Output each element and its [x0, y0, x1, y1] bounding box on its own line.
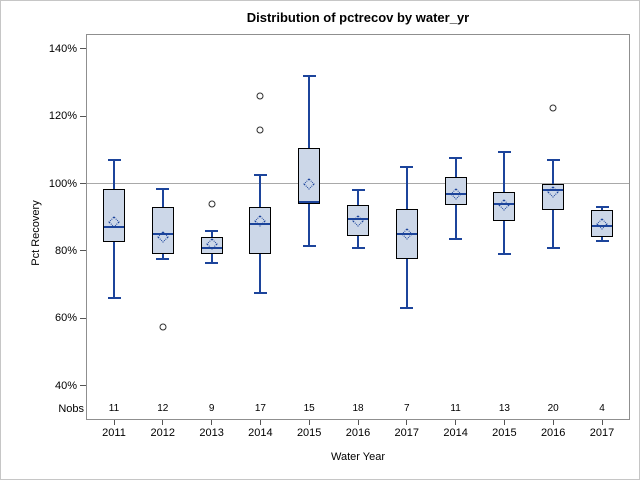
x-tick-label: 2013: [199, 427, 224, 439]
median-line: [445, 192, 466, 195]
whisker-cap-bottom: [253, 292, 267, 295]
x-tick-mark: [455, 420, 457, 425]
y-tick-mark: [80, 385, 86, 387]
median-line: [543, 189, 564, 192]
box-iqr: [249, 207, 272, 255]
whisker-cap-top: [546, 158, 560, 161]
x-tick-mark: [406, 420, 408, 425]
median-line: [396, 233, 417, 236]
box-iqr: [444, 176, 467, 206]
median-line: [201, 246, 222, 249]
y-tick-mark: [80, 250, 86, 252]
y-tick-mark: [80, 317, 86, 319]
outlier-point: [208, 200, 216, 208]
whisker-cap-top: [595, 206, 609, 209]
x-axis-label: Water Year: [330, 451, 385, 463]
x-tick-label: 2017: [589, 427, 615, 439]
outlier-point: [159, 323, 167, 331]
whisker-cap-top: [156, 187, 170, 190]
x-tick-mark: [211, 420, 213, 425]
box-iqr: [493, 191, 516, 221]
x-tick-label: 2014: [248, 427, 273, 439]
box-iqr: [347, 205, 369, 236]
box-iqr: [200, 237, 223, 255]
x-tick-label: 2015: [296, 427, 322, 439]
nobs-value: 4: [599, 403, 605, 414]
whisker-cap-bottom: [497, 253, 511, 256]
whisker-cap-top: [205, 229, 219, 232]
whisker-cap-top: [497, 150, 511, 153]
x-tick-mark: [308, 420, 310, 425]
whisker-cap-bottom: [595, 239, 609, 242]
box-iqr: [151, 207, 174, 255]
nobs-value: 7: [404, 403, 410, 414]
whisker-cap-bottom: [400, 307, 414, 310]
median-line: [494, 202, 515, 205]
median-line: [104, 226, 124, 229]
median-line: [592, 224, 612, 227]
y-tick-label: 60%: [54, 312, 77, 325]
x-tick-mark: [601, 420, 603, 425]
chart-title: Distribution of pctrecov by water_yr: [246, 10, 470, 25]
whisker-cap-top: [302, 74, 316, 77]
median-line: [299, 201, 320, 204]
y-axis-label: Pct Recovery: [30, 200, 42, 266]
median-line: [250, 222, 271, 225]
y-tick-label: 40%: [54, 379, 77, 392]
x-tick-mark: [552, 420, 554, 425]
y-tick-mark: [80, 183, 86, 185]
whisker-cap-bottom: [449, 238, 463, 241]
reference-line-100pct: [87, 183, 629, 185]
whisker-cap-bottom: [107, 297, 121, 300]
y-tick-label: 120%: [48, 110, 77, 123]
box-iqr: [591, 210, 613, 238]
outlier-point: [256, 126, 264, 134]
box-iqr: [103, 188, 125, 243]
x-tick-label: 2016: [540, 427, 566, 439]
whisker-cap-bottom: [546, 246, 560, 249]
whisker-cap-top: [351, 189, 365, 192]
whisker-cap-top: [253, 174, 267, 177]
x-tick-mark: [113, 420, 115, 425]
x-tick-mark: [259, 420, 261, 425]
x-tick-label: 2016: [345, 427, 371, 439]
median-line: [152, 233, 173, 236]
whisker-cap-top: [400, 165, 414, 168]
x-tick-label: 2012: [150, 427, 176, 439]
x-tick-mark: [357, 420, 359, 425]
box-iqr: [298, 148, 321, 204]
y-tick-label: 100%: [48, 177, 77, 190]
nobs-value: 15: [303, 403, 315, 414]
y-tick-label: 80%: [54, 244, 77, 257]
x-tick-mark: [503, 420, 505, 425]
nobs-value: 20: [547, 403, 559, 414]
median-line: [348, 217, 368, 220]
nobs-value: 11: [108, 403, 120, 414]
nobs-value: 12: [157, 403, 169, 414]
x-tick-mark: [162, 420, 164, 425]
nobs-value: 17: [254, 403, 266, 414]
whisker-cap-bottom: [302, 244, 316, 247]
x-tick-label: 2014: [443, 427, 468, 439]
outlier-point: [256, 92, 264, 100]
nobs-value: 11: [450, 403, 461, 414]
y-tick-mark: [80, 48, 86, 50]
nobs-row-label: Nobs: [58, 403, 84, 415]
y-tick-mark: [80, 115, 86, 117]
whisker-cap-bottom: [351, 246, 365, 249]
whisker-cap-top: [449, 157, 463, 160]
x-tick-label: 2015: [492, 427, 517, 439]
nobs-value: 18: [352, 403, 364, 414]
x-tick-label: 2017: [394, 427, 420, 439]
outlier-point: [549, 104, 557, 112]
nobs-value: 9: [208, 403, 215, 414]
whisker-cap-bottom: [156, 258, 170, 261]
whisker-cap-bottom: [205, 261, 219, 264]
nobs-value: 13: [498, 403, 510, 414]
y-tick-label: 140%: [48, 42, 77, 55]
whisker-cap-top: [107, 158, 121, 161]
x-tick-label: 2011: [102, 427, 126, 439]
